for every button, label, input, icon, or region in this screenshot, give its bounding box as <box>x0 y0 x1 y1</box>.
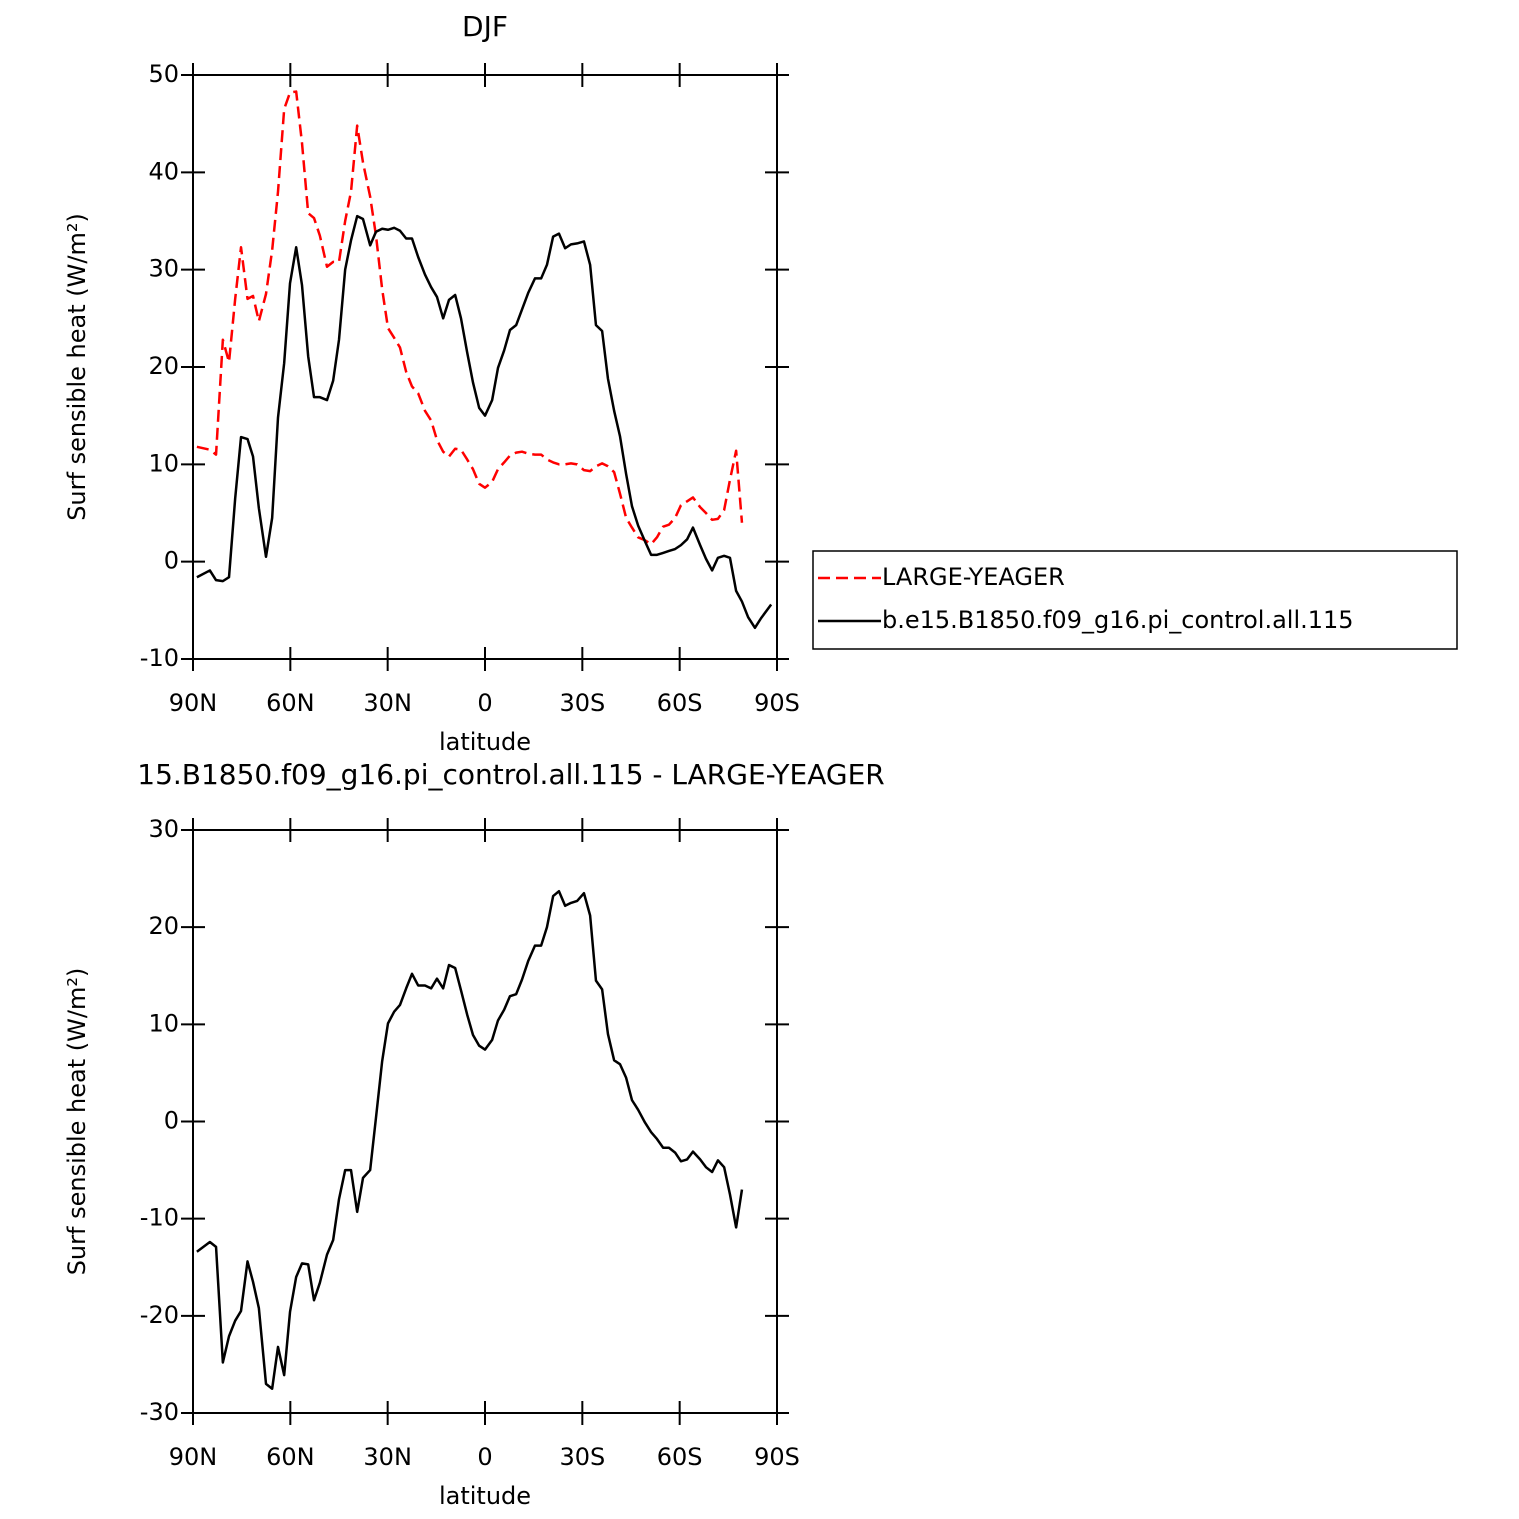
legend-box <box>812 550 1458 650</box>
legend-label: b.e15.B1850.f09_g16.pi_control.all.115 <box>882 606 1354 634</box>
x-tick-label: 60S <box>657 1443 703 1471</box>
y-tick-label: 10 <box>148 449 179 477</box>
x-tick-label: 60N <box>266 1443 315 1471</box>
y-tick-label: -10 <box>140 1204 179 1232</box>
legend-label: LARGE-YEAGER <box>882 563 1065 591</box>
x-tick-label: 0 <box>477 1443 492 1471</box>
y-tick-label: 30 <box>148 255 179 283</box>
y-axis-label: Surf sensible heat (W/m²) <box>63 968 91 1276</box>
x-axis-label: latitude <box>439 728 531 756</box>
x-tick-label: 90N <box>169 1443 218 1471</box>
x-tick-label: 30N <box>363 1443 412 1471</box>
y-tick-label: 30 <box>148 815 179 843</box>
plot-frame <box>192 829 778 1414</box>
y-tick-label: 50 <box>148 60 179 88</box>
x-axis-label: latitude <box>439 1482 531 1510</box>
y-tick-label: 0 <box>164 1107 179 1135</box>
data-line <box>196 90 744 546</box>
y-axis-label: Surf sensible heat (W/m²) <box>63 213 91 521</box>
x-tick-label: 30N <box>363 689 412 717</box>
y-tick-label: 20 <box>148 352 179 380</box>
x-tick-label: 0 <box>477 689 492 717</box>
chart-title: 15.B1850.f09_g16.pi_control.all.115 - LA… <box>137 758 884 791</box>
x-tick-label: 60S <box>657 689 703 717</box>
y-tick-label: -30 <box>140 1398 179 1426</box>
data-line <box>196 889 744 1390</box>
chart-title: DJF <box>462 10 508 43</box>
x-tick-label: 30S <box>559 1443 605 1471</box>
x-tick-label: 90S <box>754 1443 800 1471</box>
y-tick-label: 20 <box>148 912 179 940</box>
y-tick-label: -10 <box>140 644 179 672</box>
x-tick-label: 90S <box>754 689 800 717</box>
plot-frame <box>192 74 778 660</box>
data-line <box>196 214 773 630</box>
y-tick-label: 0 <box>164 547 179 575</box>
x-tick-label: 90N <box>169 689 218 717</box>
y-tick-label: 40 <box>148 157 179 185</box>
y-tick-label: -20 <box>140 1301 179 1329</box>
y-tick-label: 10 <box>148 1009 179 1037</box>
x-tick-label: 60N <box>266 689 315 717</box>
x-tick-label: 30S <box>559 689 605 717</box>
